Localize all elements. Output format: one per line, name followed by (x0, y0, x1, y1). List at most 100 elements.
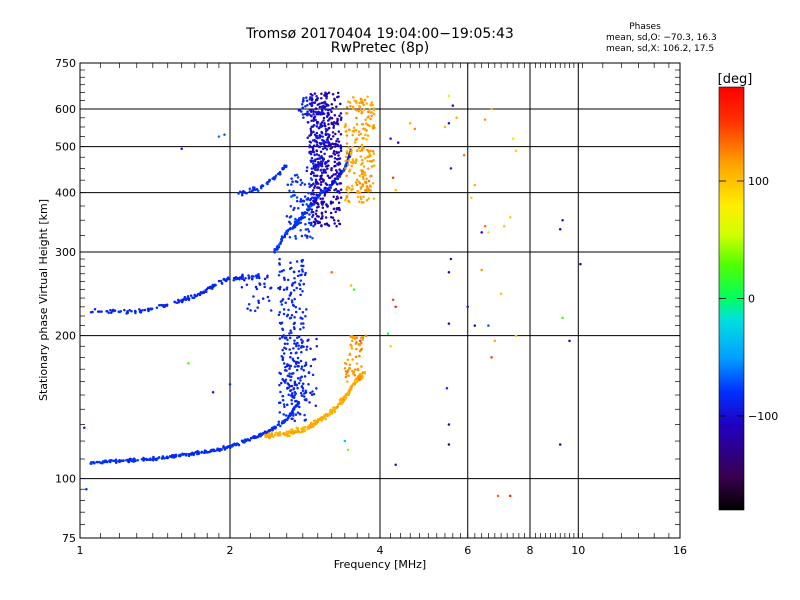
data-point (286, 342, 289, 346)
data-point (281, 394, 285, 398)
data-point (349, 161, 353, 164)
data-point (301, 214, 304, 217)
data-point (150, 307, 154, 311)
data-point (297, 206, 300, 210)
data-point (347, 192, 350, 195)
data-point (308, 424, 311, 428)
data-point (314, 110, 317, 114)
data-point (354, 159, 358, 162)
data-point (304, 234, 307, 237)
data-point (110, 458, 113, 462)
data-point (312, 171, 315, 175)
data-point (333, 114, 337, 117)
plot-frame (79, 62, 681, 539)
data-point (357, 105, 361, 108)
data-point (368, 124, 371, 128)
data-point (355, 178, 359, 181)
data-point (339, 196, 343, 199)
data-point (408, 122, 412, 125)
data-point (231, 443, 235, 447)
data-point (288, 384, 292, 388)
data-point (251, 188, 254, 192)
data-point (300, 322, 303, 325)
data-point (305, 348, 308, 351)
data-point (369, 189, 372, 192)
data-point (350, 347, 354, 350)
data-point (258, 434, 262, 438)
data-point (350, 184, 354, 188)
data-point (352, 288, 356, 291)
data-point (303, 273, 307, 277)
data-point (228, 383, 232, 386)
data-point (200, 450, 204, 454)
data-point (335, 171, 339, 174)
data-point (351, 336, 354, 339)
data-point (362, 195, 365, 199)
data-point (310, 208, 314, 211)
data-point (325, 222, 329, 225)
data-point (258, 283, 262, 286)
data-point (187, 361, 190, 365)
data-point (263, 277, 267, 281)
colorbar-tick-label: 0 (748, 293, 755, 306)
data-point (309, 223, 313, 227)
data-point (313, 153, 316, 157)
data-point (304, 363, 308, 367)
data-point (343, 361, 347, 365)
data-point (324, 127, 328, 131)
data-point (324, 216, 328, 219)
data-point (288, 336, 292, 340)
data-point (288, 367, 291, 370)
data-point (321, 206, 325, 210)
data-point (309, 141, 313, 144)
data-point (287, 416, 290, 419)
data-point (311, 196, 314, 199)
data-point (296, 364, 299, 368)
data-point (322, 200, 326, 204)
data-point (246, 307, 249, 310)
data-point (301, 98, 305, 102)
data-point (308, 145, 311, 148)
data-point (299, 229, 302, 232)
data-point (217, 135, 221, 138)
data-point (370, 165, 374, 168)
y-tick-label: 600 (55, 103, 76, 116)
data-point (353, 373, 357, 377)
data-point (171, 456, 174, 459)
data-point (339, 133, 343, 136)
data-point (331, 182, 335, 185)
data-point (363, 98, 367, 102)
data-point (325, 183, 329, 186)
data-point (234, 443, 237, 447)
data-point (455, 116, 458, 120)
data-point (296, 176, 300, 179)
data-point (371, 149, 375, 153)
data-point (298, 307, 301, 310)
data-point (364, 180, 368, 184)
data-point (345, 134, 349, 137)
data-point (285, 230, 289, 233)
data-point (226, 445, 229, 448)
data-point (337, 201, 341, 205)
data-point (320, 123, 323, 127)
data-point (338, 161, 341, 164)
data-point (279, 381, 283, 385)
data-point (312, 144, 316, 148)
data-point (297, 347, 300, 350)
data-point (337, 130, 341, 133)
data-point (360, 365, 363, 368)
data-point (306, 428, 309, 431)
data-point (218, 449, 221, 453)
data-point (323, 100, 327, 104)
data-point (300, 385, 304, 388)
data-point (142, 458, 146, 461)
data-point (313, 92, 317, 95)
data-point (145, 457, 148, 461)
data-point (487, 324, 490, 327)
data-point (343, 125, 347, 129)
data-point (304, 391, 308, 394)
data-point (365, 138, 368, 141)
data-point (287, 297, 290, 300)
data-point (334, 169, 338, 172)
data-point (349, 104, 352, 108)
